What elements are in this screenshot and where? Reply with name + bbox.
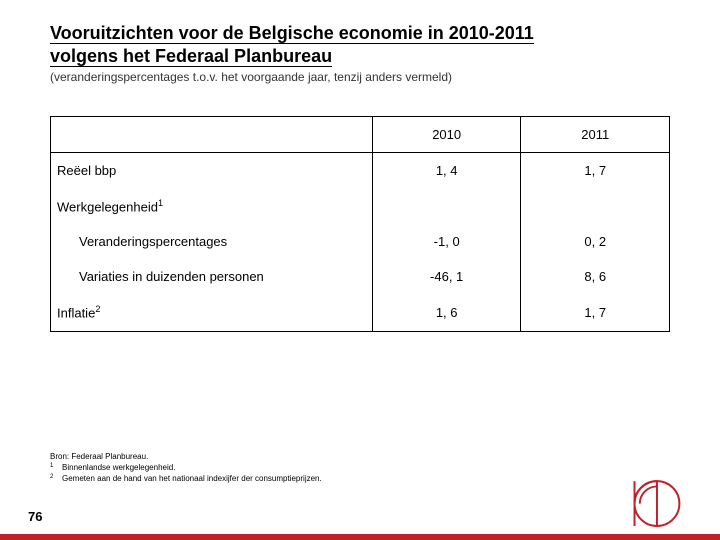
row-value-2011: [521, 188, 670, 224]
footnote-item: 1 Binnenlandse werkgelegenheid.: [50, 463, 322, 473]
row-label: Reëel bbp: [51, 153, 373, 189]
row-value-2011: 1, 7: [521, 153, 670, 189]
logo-icon: [620, 464, 686, 530]
title-line-2: volgens het Federaal Planbureau: [50, 46, 332, 66]
row-value-2010: -46, 1: [372, 259, 521, 294]
row-label: Inflatie2: [51, 294, 373, 331]
slide-title: Vooruitzichten voor de Belgische economi…: [50, 22, 670, 67]
data-table-container: 2010 2011 Reëel bbp 1, 4 1, 7 Werkgelege…: [50, 116, 670, 332]
table-row: Inflatie2 1, 6 1, 7: [51, 294, 670, 331]
row-value-2010: 1, 6: [372, 294, 521, 331]
row-value-2011: 1, 7: [521, 294, 670, 331]
table-header-2010: 2010: [372, 117, 521, 153]
footnotes: Bron: Federaal Planbureau. 1 Binnenlands…: [50, 452, 322, 484]
table-row: Werkgelegenheid1: [51, 188, 670, 224]
footnote-item: 2 Gemeten aan de hand van het nationaal …: [50, 474, 322, 484]
row-value-2010: [372, 188, 521, 224]
row-label: Variaties in duizenden personen: [51, 259, 373, 294]
title-line-1: Vooruitzichten voor de Belgische economi…: [50, 23, 534, 43]
data-table: 2010 2011 Reëel bbp 1, 4 1, 7 Werkgelege…: [50, 116, 670, 332]
table-header-blank: [51, 117, 373, 153]
table-row: Variaties in duizenden personen -46, 1 8…: [51, 259, 670, 294]
row-value-2011: 0, 2: [521, 224, 670, 259]
slide-subtitle: (veranderingspercentages t.o.v. het voor…: [50, 70, 670, 84]
row-label: Werkgelegenheid1: [51, 188, 373, 224]
table-row: Veranderingspercentages -1, 0 0, 2: [51, 224, 670, 259]
row-value-2011: 8, 6: [521, 259, 670, 294]
table-header-2011: 2011: [521, 117, 670, 153]
row-value-2010: 1, 4: [372, 153, 521, 189]
row-value-2010: -1, 0: [372, 224, 521, 259]
accent-bar: [0, 534, 720, 540]
page-number: 76: [28, 509, 42, 524]
row-label: Veranderingspercentages: [51, 224, 373, 259]
footnote-source: Bron: Federaal Planbureau.: [50, 452, 322, 462]
table-header-row: 2010 2011: [51, 117, 670, 153]
table-row: Reëel bbp 1, 4 1, 7: [51, 153, 670, 189]
